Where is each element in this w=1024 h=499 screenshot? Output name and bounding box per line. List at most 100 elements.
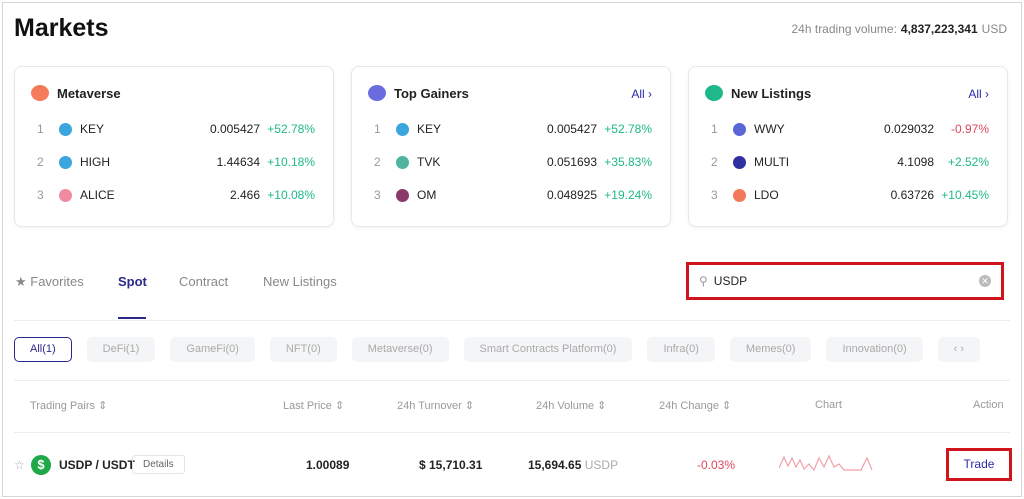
divider xyxy=(14,380,1010,381)
list-item[interactable]: 3 OM 0.048925 +19.24% xyxy=(374,185,652,205)
change: +10.08% xyxy=(267,188,315,202)
rank: 2 xyxy=(374,155,381,169)
category-chip[interactable]: Memes(0) xyxy=(729,337,812,362)
rank: 3 xyxy=(374,188,381,202)
symbol: ALICE xyxy=(80,188,115,202)
all-link[interactable]: All › xyxy=(968,87,989,101)
favorite-star-icon[interactable]: ☆ xyxy=(14,458,25,472)
category-chip[interactable]: NFT(0) xyxy=(269,337,337,362)
tab-favorites[interactable]: ★ Favorites xyxy=(15,274,84,289)
coin-icon xyxy=(396,122,409,136)
category-chip[interactable]: All(1) xyxy=(14,337,72,362)
volume: 15,694.65 USDP xyxy=(528,458,618,472)
price: 0.005427 xyxy=(209,122,260,136)
coin-icon xyxy=(733,188,746,202)
search-icon: ⚲ xyxy=(699,274,708,288)
card-header: Top Gainers xyxy=(368,85,469,101)
usdp-coin-icon: $ xyxy=(31,455,51,475)
turnover: $ 15,710.31 xyxy=(419,458,483,472)
header-change[interactable]: 24h Change ⇕ xyxy=(659,400,732,412)
price: 0.63726 xyxy=(890,188,934,202)
category-chip[interactable]: GameFi(0) xyxy=(170,337,255,362)
coin-icon xyxy=(733,122,746,136)
header-volume[interactable]: 24h Volume ⇕ xyxy=(536,400,607,412)
search-value: USDP xyxy=(713,274,748,288)
sparkline-chart xyxy=(779,454,873,472)
change: +10.45% xyxy=(941,188,989,202)
tab-contract[interactable]: Contract xyxy=(179,274,229,289)
header-trading-pairs[interactable]: Trading Pairs ⇕ xyxy=(30,400,108,412)
category-chip[interactable]: Smart Contracts Platform(0) xyxy=(463,337,633,362)
details-button[interactable]: Details xyxy=(132,455,185,474)
price: 0.048925 xyxy=(546,188,597,202)
card-header: New Listings xyxy=(705,85,811,101)
category-chip[interactable]: Metaverse(0) xyxy=(351,337,449,362)
change: +52.78% xyxy=(267,122,315,136)
category-icon xyxy=(31,85,49,101)
chip-scroll-arrows[interactable]: ‹ › xyxy=(937,337,981,362)
divider xyxy=(14,432,1010,433)
symbol: WWY xyxy=(754,122,785,136)
symbol: TVK xyxy=(417,155,441,169)
volume-value: 15,694.65 xyxy=(528,458,582,472)
category-chip[interactable]: DeFi(1) xyxy=(86,337,156,362)
symbol: MULTI xyxy=(754,155,790,169)
header-chart: Chart xyxy=(815,399,842,411)
list-item[interactable]: 1 KEY 0.005427 +52.78% xyxy=(374,119,652,139)
volume-unit: USD xyxy=(981,22,1007,36)
coin-icon xyxy=(733,155,746,169)
symbol: LDO xyxy=(754,188,779,202)
trading-volume: 24h trading volume: 4,837,223,341 USD xyxy=(792,22,1008,36)
category-chip[interactable]: Infra(0) xyxy=(647,337,715,362)
tab-spot[interactable]: Spot xyxy=(118,274,147,289)
coin-icon xyxy=(59,155,72,169)
symbol: HIGH xyxy=(80,155,110,169)
pair-name[interactable]: USDP / USDT xyxy=(59,458,135,472)
all-link[interactable]: All › xyxy=(631,87,652,101)
list-item[interactable]: 2 MULTI 4.1098 +2.52% xyxy=(711,152,989,172)
rank: 2 xyxy=(37,155,44,169)
change: -0.03% xyxy=(697,458,736,472)
list-item[interactable]: 3 ALICE 2.466 +10.08% xyxy=(37,185,315,205)
list-item[interactable]: 2 HIGH 1.44634 +10.18% xyxy=(37,152,315,172)
category-chips: All(1) DeFi(1) GameFi(0) NFT(0) Metaverse(0)… xyxy=(14,337,981,362)
search-input[interactable]: ⚲ USDP ✕ xyxy=(686,262,1004,300)
volume-value: 4,837,223,341 xyxy=(900,22,978,36)
rank: 1 xyxy=(711,122,718,136)
price: 0.051693 xyxy=(546,155,597,169)
card-metaverse: Metaverse 1 KEY 0.005427 +52.78% 2 HIGH … xyxy=(14,66,334,227)
header-last-price[interactable]: Last Price ⇕ xyxy=(283,400,345,412)
volume-unit: USDP xyxy=(584,458,619,472)
symbol: KEY xyxy=(417,122,442,136)
coin-icon xyxy=(396,188,409,202)
category-icon xyxy=(368,85,386,101)
tab-new-listings[interactable]: New Listings xyxy=(263,274,337,289)
divider xyxy=(14,320,1010,321)
change: +2.52% xyxy=(947,155,989,169)
category-icon xyxy=(705,85,723,101)
rank: 1 xyxy=(374,122,381,136)
active-tab-indicator xyxy=(118,317,146,319)
card-title: Top Gainers xyxy=(394,85,469,101)
list-item[interactable]: 2 TVK 0.051693 +35.83% xyxy=(374,152,652,172)
change: +19.24% xyxy=(604,188,652,202)
clear-icon[interactable]: ✕ xyxy=(979,275,991,287)
price: 0.005427 xyxy=(546,122,597,136)
page-title: Markets xyxy=(14,14,109,42)
coin-icon xyxy=(59,188,72,202)
card-title: New Listings xyxy=(731,85,812,101)
header-turnover[interactable]: 24h Turnover ⇕ xyxy=(397,400,475,412)
trade-button[interactable]: Trade xyxy=(946,448,1012,481)
price: 2.466 xyxy=(229,188,260,202)
rank: 1 xyxy=(37,122,44,136)
sparkline-line xyxy=(779,454,873,472)
category-chip[interactable]: Innovation(0) xyxy=(826,337,923,362)
list-item[interactable]: 3 LDO 0.63726 +10.45% xyxy=(711,185,989,205)
list-item[interactable]: 1 KEY 0.005427 +52.78% xyxy=(37,119,315,139)
list-item[interactable]: 1 WWY 0.029032 -0.97% xyxy=(711,119,989,139)
change: -0.97% xyxy=(950,122,989,136)
change: +35.83% xyxy=(604,155,652,169)
price: 1.44634 xyxy=(216,155,260,169)
volume-label: 24h trading volume: xyxy=(791,22,897,36)
symbol: KEY xyxy=(80,122,105,136)
